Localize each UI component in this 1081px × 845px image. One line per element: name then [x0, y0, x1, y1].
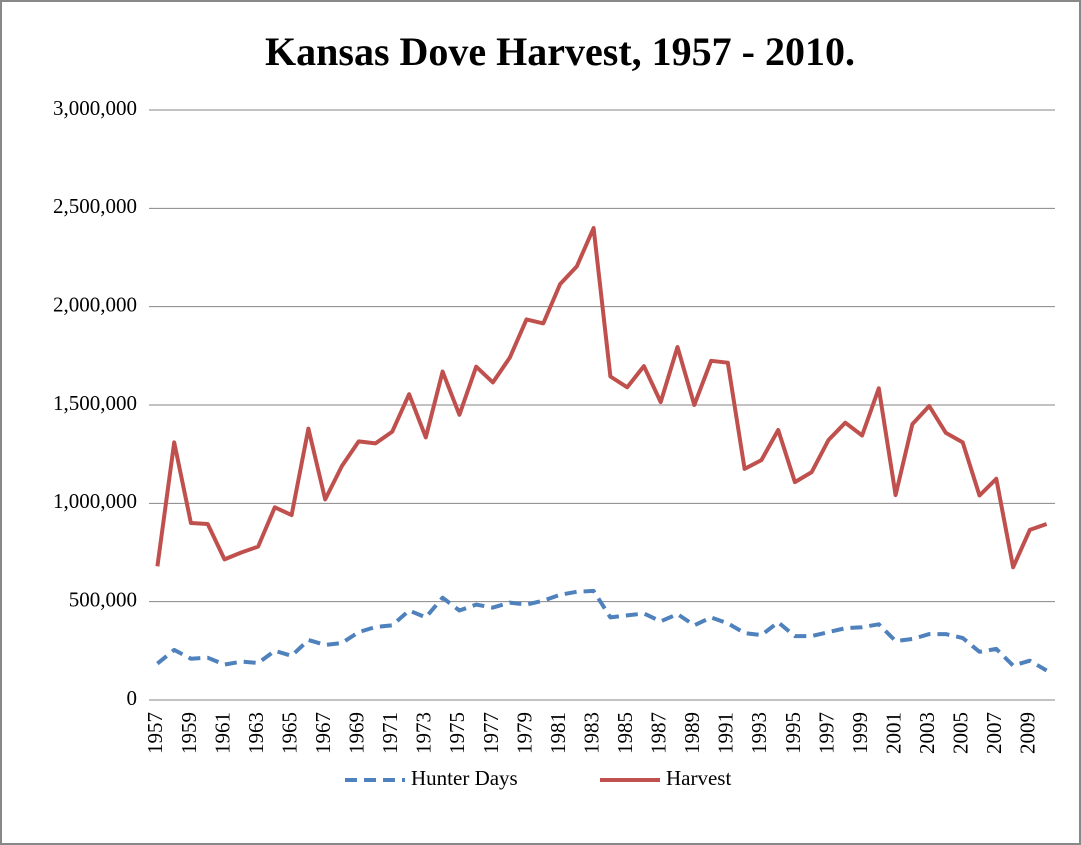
- x-tick-label: 1991: [714, 712, 738, 754]
- x-tick-label: 1997: [814, 712, 838, 754]
- x-tick-label: 1983: [579, 712, 603, 754]
- x-tick-label: 1957: [143, 712, 167, 754]
- x-tick-label: 1989: [680, 712, 704, 754]
- x-tick-label: 1995: [781, 712, 805, 754]
- x-tick-label: 1975: [445, 712, 469, 754]
- y-tick-label: 1,000,000: [53, 489, 137, 513]
- x-tick-label: 1969: [345, 712, 369, 754]
- x-tick-label: 1961: [210, 712, 234, 754]
- x-tick-label: 1959: [177, 712, 201, 754]
- legend-label: Hunter Days: [411, 766, 518, 790]
- y-tick-label: 2,000,000: [53, 292, 137, 316]
- legend-label: Harvest: [666, 766, 731, 790]
- x-tick-label: 1981: [546, 712, 570, 754]
- y-tick-label: 500,000: [69, 587, 137, 611]
- x-tick-label: 1977: [479, 712, 503, 754]
- x-tick-label: 1973: [412, 712, 436, 754]
- chart-title: Kansas Dove Harvest, 1957 - 2010.: [265, 29, 855, 74]
- y-tick-label: 0: [127, 686, 138, 710]
- x-tick-label: 2001: [881, 712, 905, 754]
- x-tick-label: 1993: [747, 712, 771, 754]
- x-tick-label: 1985: [613, 712, 637, 754]
- series-line: [155, 226, 1048, 570]
- x-tick-label: 1963: [244, 712, 268, 754]
- x-tick-label: 2003: [915, 712, 939, 754]
- x-tick-label: 1967: [311, 712, 335, 754]
- x-tick-label: 1979: [512, 712, 536, 754]
- x-tick-label: 2005: [949, 712, 973, 754]
- x-tick-label: 1965: [277, 712, 301, 754]
- x-tick-label: 2009: [1016, 712, 1040, 754]
- x-tick-label: 2007: [982, 712, 1006, 754]
- x-tick-label: 1987: [647, 712, 671, 754]
- x-tick-label: 1971: [378, 712, 402, 754]
- series-line: [156, 588, 1048, 673]
- x-tick-label: 1999: [848, 712, 872, 754]
- y-tick-label: 2,500,000: [53, 194, 137, 218]
- y-tick-label: 1,500,000: [53, 391, 137, 415]
- y-tick-label: 3,000,000: [53, 96, 137, 120]
